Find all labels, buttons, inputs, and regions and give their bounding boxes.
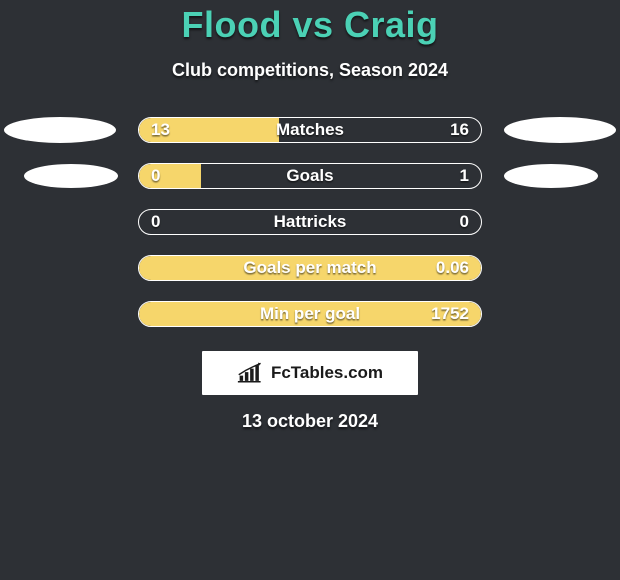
stat-row: 0 Goals 1 bbox=[0, 163, 620, 189]
stat-rows-container: 13 Matches 16 0 Goals 1 0 Hattricks 0 Goals per m… bbox=[0, 117, 620, 327]
stat-value-right: 16 bbox=[450, 120, 469, 140]
stat-label: Min per goal bbox=[260, 304, 360, 324]
stat-label: Goals per match bbox=[243, 258, 376, 278]
stat-label: Goals bbox=[286, 166, 333, 186]
stat-bar: 0 Goals 1 bbox=[138, 163, 482, 189]
stat-value-left: 0 bbox=[151, 212, 160, 232]
brand-text: FcTables.com bbox=[271, 363, 383, 383]
stat-bar: Min per goal 1752 bbox=[138, 301, 482, 327]
stat-row: Min per goal 1752 bbox=[0, 301, 620, 327]
player-right-ellipse bbox=[504, 117, 616, 143]
stat-value-right: 0 bbox=[460, 212, 469, 232]
stat-value-right: 0.06 bbox=[436, 258, 469, 278]
stat-value-left: 13 bbox=[151, 120, 170, 140]
brand-card: FcTables.com bbox=[202, 351, 418, 395]
page-title: Flood vs Craig bbox=[181, 4, 438, 46]
stat-bar: Goals per match 0.06 bbox=[138, 255, 482, 281]
stat-label: Matches bbox=[276, 120, 344, 140]
stat-bar: 0 Hattricks 0 bbox=[138, 209, 482, 235]
bar-fill-left bbox=[139, 164, 201, 188]
stat-label: Hattricks bbox=[274, 212, 347, 232]
player-left-ellipse bbox=[4, 117, 116, 143]
stat-value-left: 0 bbox=[151, 166, 160, 186]
stat-row: Goals per match 0.06 bbox=[0, 255, 620, 281]
stat-value-right: 1752 bbox=[431, 304, 469, 324]
subtitle: Club competitions, Season 2024 bbox=[172, 60, 448, 81]
date-label: 13 october 2024 bbox=[242, 411, 378, 432]
player-left-ellipse bbox=[24, 164, 118, 188]
stat-value-right: 1 bbox=[460, 166, 469, 186]
stat-row: 13 Matches 16 bbox=[0, 117, 620, 143]
stat-row: 0 Hattricks 0 bbox=[0, 209, 620, 235]
stat-bar: 13 Matches 16 bbox=[138, 117, 482, 143]
player-right-ellipse bbox=[504, 164, 598, 188]
bar-chart-icon bbox=[237, 362, 265, 384]
